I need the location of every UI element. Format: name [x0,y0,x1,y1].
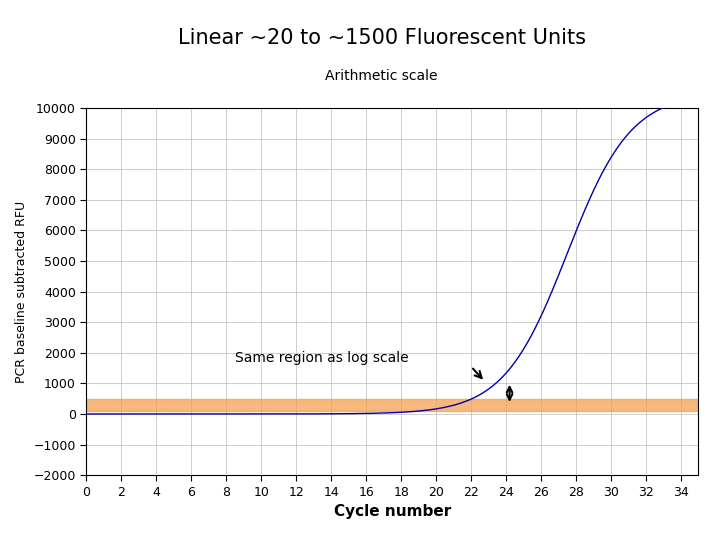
Bar [86,399,698,411]
Text: Linear ~20 to ~1500 Fluorescent Units: Linear ~20 to ~1500 Fluorescent Units [178,28,585,48]
Text: Arithmetic scale: Arithmetic scale [325,69,438,83]
X-axis label: Cycle number: Cycle number [334,504,451,519]
Text: Same region as log scale: Same region as log scale [235,351,409,365]
Y-axis label: PCR baseline subtracted RFU: PCR baseline subtracted RFU [15,200,28,383]
